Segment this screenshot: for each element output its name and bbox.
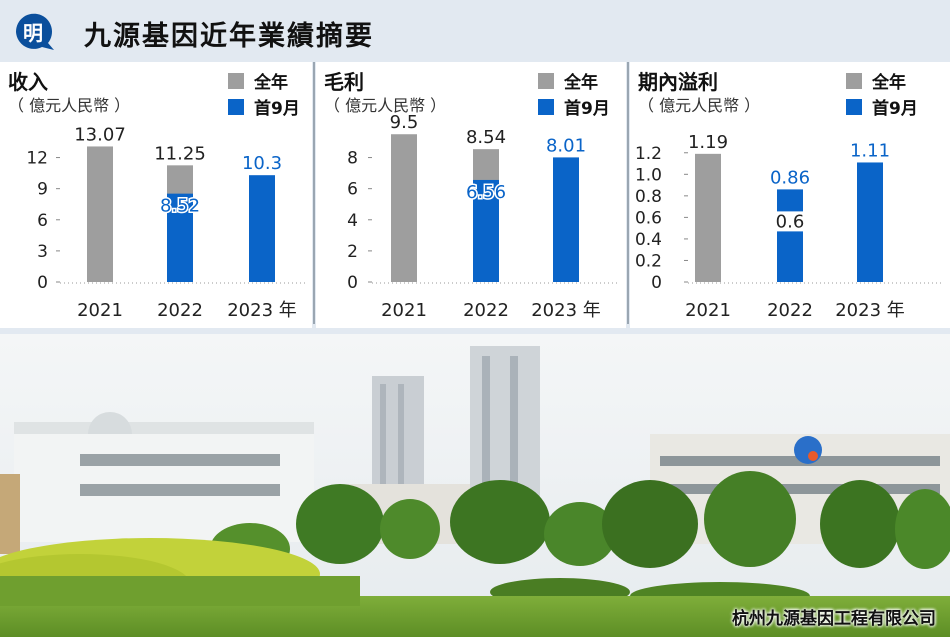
y-tick-label: 6 [37,211,48,231]
legend-full-year: 全年 [846,68,906,93]
legend-full-year-swatch [228,72,244,89]
logo-text: 明 [23,21,43,45]
data-label-nine-months: 10.3 [242,153,282,174]
legend-full-year-label: 全年 [254,73,288,93]
bar-chart: 0 3 6 9 12 13.07 2021 11.25 8.52 2022 10.3 2023 年 [26,124,306,321]
y-tick-label: 2 [347,242,358,262]
legend-full-year: 全年 [538,68,598,93]
chart-unit-label: （ 億元人民幣 ） [324,96,447,115]
y-tick-label: 0 [37,273,48,293]
x-tick-label: 2022 [767,300,813,321]
legend-nine-months-swatch [228,98,244,115]
bar-full-year-2021 [87,146,113,282]
y-tick-label: 4 [347,211,358,231]
legend-full-year-label: 全年 [872,73,906,93]
y-tick-label: 1.2 [635,144,662,164]
legend-nine-months-label: 首9月 [564,99,610,119]
data-label-nine-months: 1.11 [850,140,890,161]
y-tick-label: 0 [347,273,358,293]
y-tick-label: 12 [26,149,48,169]
y-tick-label: 0.2 [635,251,662,271]
data-label-nine-months: 8.01 [546,135,586,156]
data-label-full-year: 8.54 [466,127,506,148]
data-label-full-year: 11.25 [154,143,206,164]
bar-nine-months-2023 [249,175,275,282]
data-label-nine-months: 0.86 [770,167,810,188]
x-tick-label: 2021 [685,300,731,321]
bar-nine-months-2023 [857,162,883,282]
bar-full-year-2021 [391,134,417,282]
chart-unit-label: （ 億元人民幣 ） [8,96,131,115]
x-tick-label: 2022 [157,300,203,321]
data-label-full-year: 0.6 [776,211,805,232]
data-label-full-year: 1.19 [688,132,728,153]
bar-nine-months-2022 [777,189,803,282]
legend-full-year-swatch [538,72,554,89]
bar-full-year-2021 [695,153,721,282]
bar-chart: 00.20.40.60.81.01.21.1920210.60.8620221.… [635,132,944,321]
legend-nine-months: 首9月 [846,94,918,119]
legend-full-year-swatch [846,72,862,89]
newspaper-logo-icon: 明 [15,13,55,50]
photo-caption: 杭州九源基因工程有限公司 [732,609,936,629]
legend-full-year-label: 全年 [564,73,598,93]
chart-panel-2: 毛利 （ 億元人民幣 ） 全年首9月 0 2 4 6 8 9.5 2021 8.54 6.56 2022… [316,62,626,328]
data-label-nine-months: 8.52 [160,196,200,217]
chart-unit-label: （ 億元人民幣 ） [638,96,761,115]
company-building-photo: 杭州九源基因工程有限公司 [0,334,950,637]
chart-panel-3: 期內溢利（ 億元人民幣 ）全年 首9月 0 0.2 0.4 0.6 0.8 1.0 1.2 1.1… [630,62,950,328]
chart-title: 毛利 [324,70,364,94]
y-tick-label: 0.8 [635,187,662,207]
chart-title: 期內溢利 [638,70,718,94]
y-tick-label: 8 [347,149,358,169]
y-tick-label: 1.0 [635,165,662,185]
data-label-full-year: 9.5 [390,112,419,133]
y-tick-label: 0.4 [635,230,662,250]
x-tick-label: 2022 [463,300,509,321]
legend-nine-months-label: 首9月 [254,99,300,119]
bar-nine-months-2023 [553,157,579,282]
panel-divider [627,62,629,324]
y-tick-label: 3 [37,242,48,262]
y-tick-label: 0.6 [635,208,662,228]
bar-nine-months-2022 [167,193,193,282]
y-tick-label: 0 [651,273,662,293]
x-tick-label: 2021 [77,300,123,321]
x-tick-label: 2023 年 [835,300,905,321]
x-tick-label: 2023 年 [531,300,601,321]
x-tick-label: 2023 年 [227,300,297,321]
chart-area: 收入 （ 億元人民幣 ） 全年首9月 0 3 6 9 12 13.07 2021 11.25 8.52… [0,62,950,334]
chart-title: 收入 [8,70,48,94]
bar-nine-months-2022 [473,179,499,282]
legend-nine-months-swatch [538,98,554,115]
panel-divider [313,62,315,324]
chart-panel-1: 收入 （ 億元人民幣 ） 全年首9月 0 3 6 9 12 13.07 2021 11.25 8.52… [0,62,312,328]
data-label-full-year: 13.07 [74,124,126,145]
legend-nine-months-swatch [846,98,862,115]
x-tick-label: 2021 [381,300,427,321]
label-background [772,211,808,232]
page-title: 九源基因近年業績摘要 [84,21,374,52]
legend-full-year: 全年 [228,68,288,93]
y-tick-label: 6 [347,180,358,200]
y-tick-label: 9 [37,180,48,200]
legend-nine-months-label: 首9月 [872,99,918,119]
legend-nine-months: 首9月 [228,94,300,119]
header: 明 九源基因近年業績摘要 [0,0,950,62]
data-label-nine-months: 6.56 [466,182,506,203]
legend-nine-months: 首9月 [538,94,610,119]
bar-chart: 0 2 4 6 8 9.5 2021 8.54 6.56 2022 8.01 2023 年 [347,112,620,321]
